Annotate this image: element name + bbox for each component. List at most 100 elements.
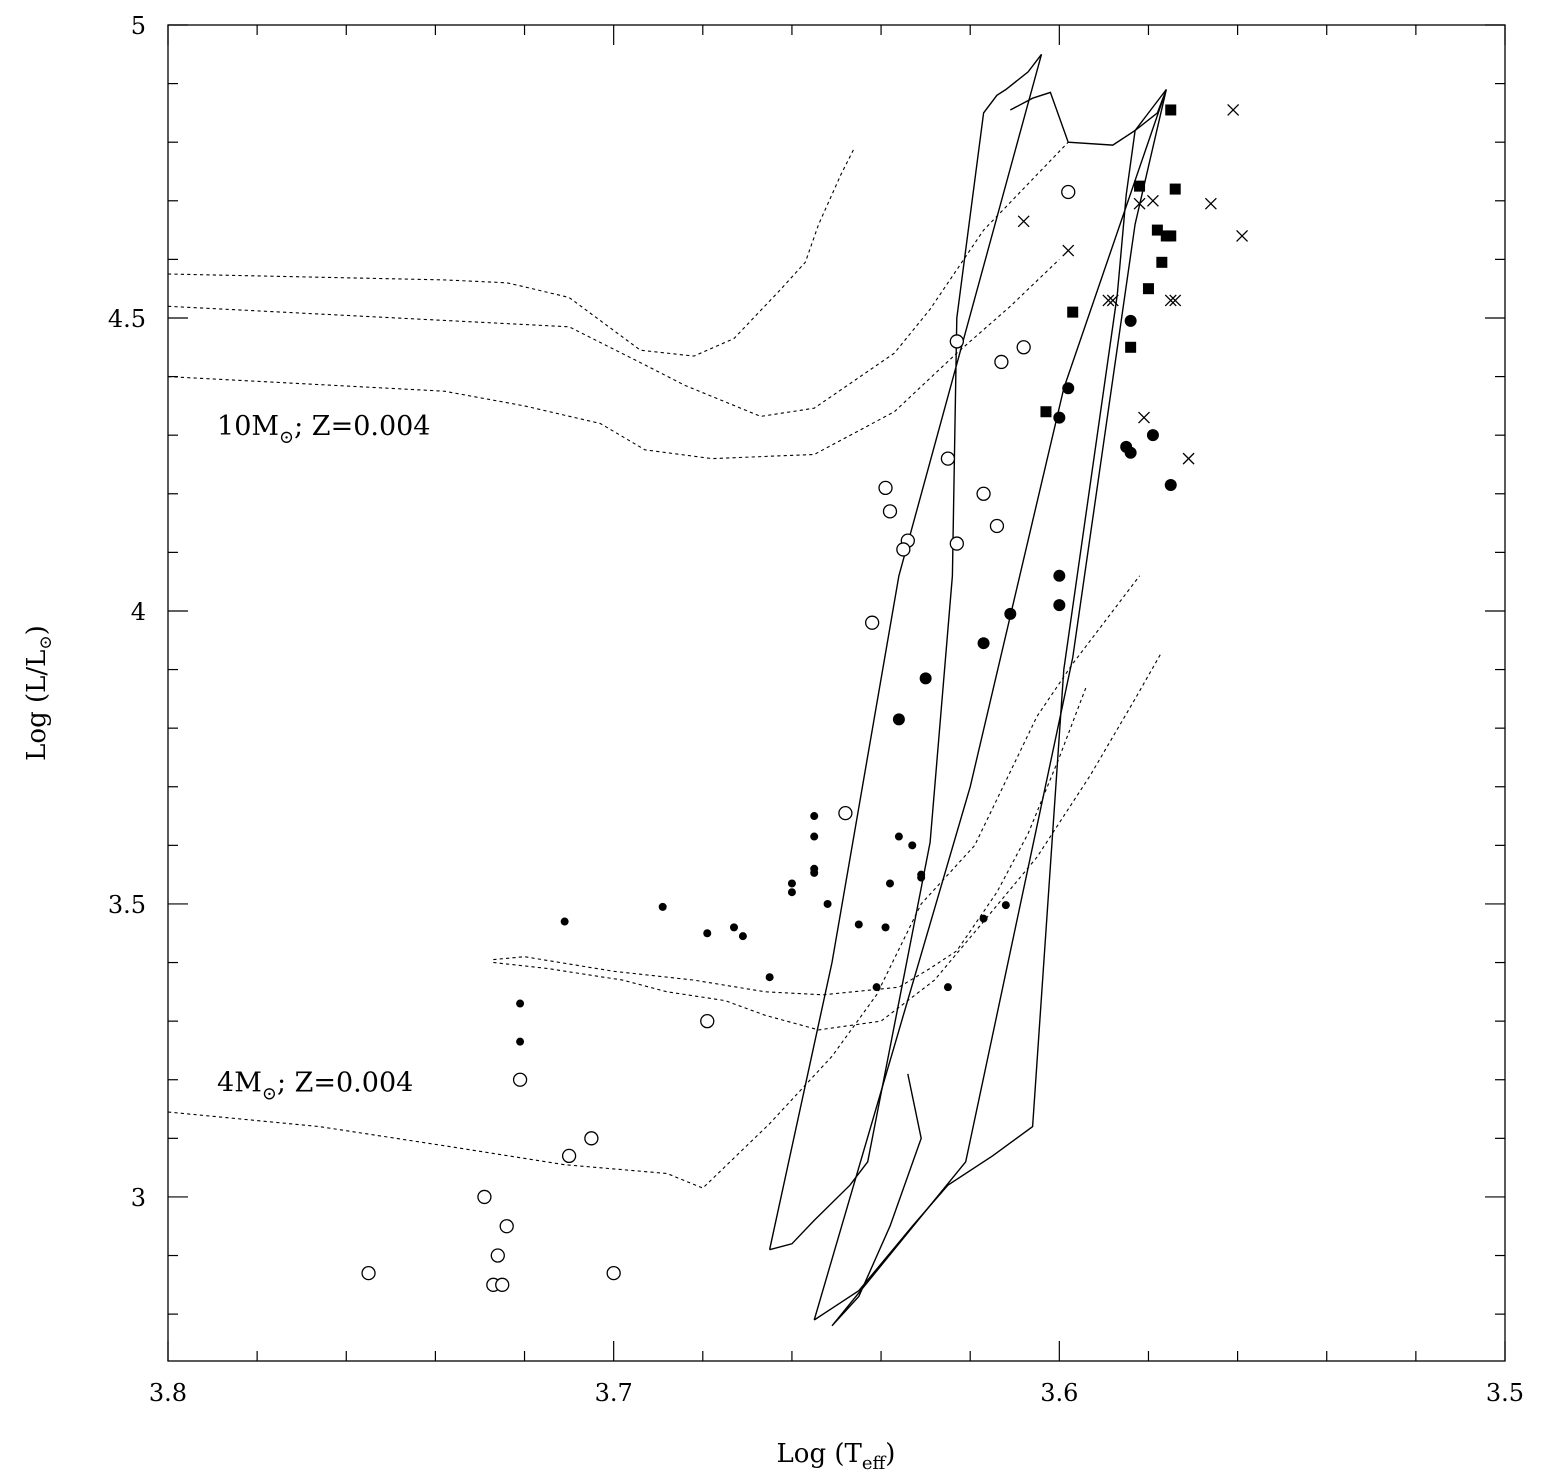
filled-square-point <box>1156 256 1168 268</box>
large-filled-circle-point <box>977 637 990 650</box>
small-filled-circle-point <box>881 923 890 932</box>
track-c <box>831 89 1167 1327</box>
small-filled-circle-point <box>943 983 952 992</box>
small-filled-circle-point <box>810 832 819 841</box>
cross-point <box>1062 244 1075 257</box>
cross-point <box>1138 411 1150 424</box>
large-filled-circle-point <box>1004 607 1017 620</box>
y-tick-label: 3 <box>131 1184 146 1212</box>
small-filled-circle-point <box>516 1037 525 1046</box>
x-axis-title-sub: eff <box>862 1453 887 1474</box>
y-tick-label: 4 <box>131 598 146 626</box>
x-axis-title-close: ) <box>885 1439 895 1469</box>
model-4m-c <box>167 575 1141 1189</box>
open-circle-point <box>495 1277 510 1292</box>
cross-point <box>1102 294 1115 307</box>
open-circle-point <box>1061 184 1076 200</box>
annotation-10m-prefix: 10M <box>217 411 279 442</box>
open-circle-point <box>976 486 991 501</box>
plot-frame <box>167 24 1506 1362</box>
small-filled-circle-point <box>979 914 988 923</box>
small-filled-circle-point <box>908 841 917 850</box>
filled-square-point <box>1169 183 1181 195</box>
annotation-4m-prefix: 4M <box>217 1067 262 1098</box>
open-circle-point <box>477 1189 492 1205</box>
small-filled-circle-point <box>738 932 747 941</box>
cross-point <box>1236 229 1249 242</box>
cross-point <box>1182 452 1195 465</box>
filled-square-point <box>1165 104 1177 116</box>
cross-point <box>1146 194 1159 207</box>
model-10m-a <box>167 147 855 357</box>
model-4m-b <box>493 651 1163 1031</box>
small-filled-circle-point <box>894 832 903 841</box>
x-axis-title-main: Log (T <box>777 1439 863 1469</box>
cross-point <box>1169 294 1182 307</box>
axis-ticks <box>167 24 1506 1361</box>
small-filled-circle-point <box>810 812 819 821</box>
filled-square-point <box>1142 283 1154 295</box>
small-filled-circle-point <box>787 879 796 888</box>
open-circle-point <box>1016 340 1031 355</box>
large-filled-circle-point <box>1053 411 1066 424</box>
filled-square-point <box>1125 341 1137 353</box>
annotation-4m-suffix: ; Z=0.004 <box>277 1067 413 1098</box>
open-circle-point <box>949 334 964 349</box>
filled-square-point <box>1040 406 1052 418</box>
open-circle-point <box>878 480 893 496</box>
y-axis-title-sun: ⊙ <box>36 635 56 649</box>
small-filled-circle-point <box>872 983 881 992</box>
y-tick-label: 5 <box>131 12 146 40</box>
open-circle-point <box>865 615 880 630</box>
small-filled-circle-point <box>658 902 667 911</box>
data-markers <box>361 104 1249 1292</box>
cross-point <box>1017 215 1030 228</box>
axis-tick-labels: 3.8 3.7 3.6 3.5 3 3.5 4 4.5 5 <box>108 12 1524 1407</box>
y-axis-title: Log (L/L⊙) <box>22 625 56 761</box>
open-circle-point <box>512 1072 528 1087</box>
small-filled-circle-point <box>787 888 796 897</box>
cross-point <box>1133 197 1146 210</box>
large-filled-circle-point <box>1164 478 1177 491</box>
filled-square-point <box>1134 180 1146 192</box>
filled-square-point <box>1165 230 1177 242</box>
annotation-4m: 4M⊙; Z=0.004 <box>217 1067 413 1104</box>
large-filled-circle-point <box>1146 429 1159 442</box>
cross-point <box>1227 104 1240 116</box>
open-circle-point <box>882 504 898 519</box>
annotation-10m: 10M⊙; Z=0.004 <box>217 411 430 448</box>
open-circle-point <box>838 805 853 821</box>
y-tick-label: 3.5 <box>108 891 146 919</box>
dotted-model-tracks <box>167 141 1163 1189</box>
open-circle-point <box>490 1248 505 1263</box>
filled-square-point <box>1151 224 1163 236</box>
large-filled-circle-point <box>1124 314 1137 327</box>
small-filled-circle-point <box>729 923 738 932</box>
open-circle-point <box>994 354 1009 370</box>
small-filled-circle-point <box>765 973 774 982</box>
filled-square-point <box>1067 306 1079 318</box>
cross-point <box>1164 294 1177 307</box>
open-circle-point <box>606 1265 621 1281</box>
model-10m-b <box>167 141 1069 417</box>
small-filled-circle-point <box>885 879 894 888</box>
model-4m-a <box>493 686 1087 996</box>
small-filled-circle-point <box>810 868 819 877</box>
y-axis-title-main: Log (L/L <box>22 650 52 761</box>
solid-tracks <box>768 53 1167 1327</box>
cross-point <box>1106 294 1119 307</box>
large-filled-circle-point <box>1053 599 1066 612</box>
model-10m-c <box>167 259 1060 460</box>
open-circle-point <box>561 1148 577 1164</box>
cross-point <box>1204 197 1217 210</box>
y-axis-title-close: ) <box>22 625 52 635</box>
large-filled-circle-point <box>892 713 905 726</box>
large-filled-circle-point <box>1053 569 1066 582</box>
small-filled-circle-point <box>516 999 525 1008</box>
small-filled-circle-point <box>917 873 926 882</box>
small-filled-circle-point <box>1001 901 1010 910</box>
small-filled-circle-point <box>823 899 832 908</box>
open-circle-point <box>584 1131 599 1146</box>
open-circle-point <box>700 1013 715 1029</box>
